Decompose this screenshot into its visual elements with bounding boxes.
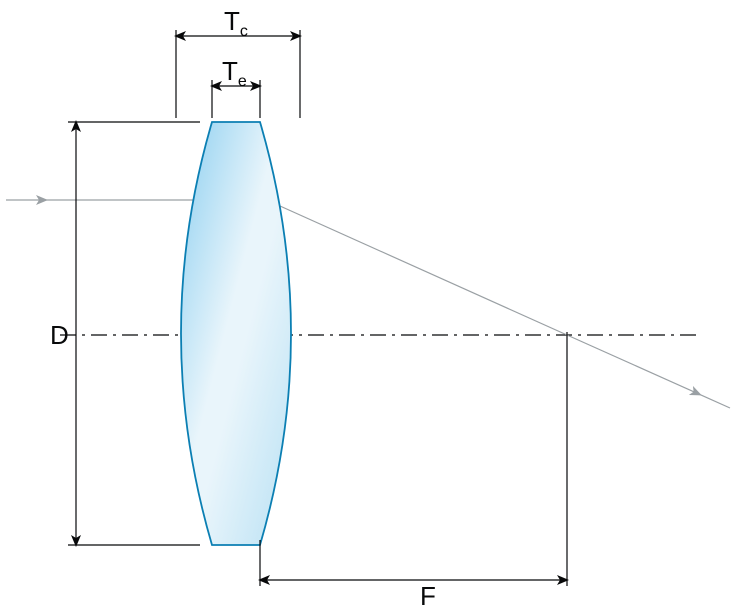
biconvex-lens xyxy=(181,122,291,545)
dim-D-label: D xyxy=(50,320,69,350)
diagram-background xyxy=(0,0,734,610)
dim-F-label: F xyxy=(420,581,436,610)
